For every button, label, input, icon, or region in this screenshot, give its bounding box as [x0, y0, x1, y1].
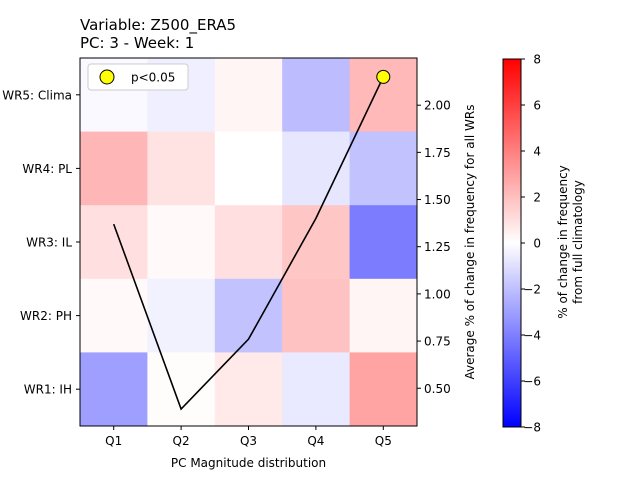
- average-line: [112, 76, 385, 411]
- y-tick-label: WR2: PH: [20, 309, 72, 323]
- right-tick-label: 2.00: [424, 99, 451, 113]
- right-tick-label: 1.00: [424, 287, 451, 301]
- colorbar-tick-label: 8: [533, 53, 541, 67]
- heatmap-cell: [349, 58, 418, 133]
- heatmap-cells: [80, 58, 418, 427]
- significance-markers: [376, 69, 391, 84]
- heatmap-cell: [349, 352, 418, 427]
- x-tick-label: Q3: [240, 434, 257, 448]
- heatmap-cell: [80, 205, 148, 280]
- y-tick-label: WR4: PL: [22, 162, 72, 176]
- legend-label: p<0.05: [131, 71, 175, 85]
- colorbar-label-line-1: % of change in frequency: [556, 165, 570, 319]
- colorbar-ticks: 8 6 4 2 0 −2 −4 −6 −8: [521, 53, 541, 435]
- colorbar-tick-label: 6: [533, 99, 541, 113]
- right-axis-label: Average % of change in frequency for all…: [463, 104, 477, 379]
- x-tick-label: Q1: [105, 434, 122, 448]
- x-axis-label: PC Magnitude distribution: [171, 456, 326, 470]
- legend-marker: [99, 69, 115, 85]
- right-axis-ticks: 0.50 0.75 1.00 1.25 1.50 1.75 2.00: [417, 99, 451, 396]
- heatmap-cell: [214, 278, 283, 353]
- colorbar-tick-label: −6: [523, 375, 541, 389]
- colorbar-tick-label: 0: [533, 237, 541, 251]
- right-tick-label: 0.50: [424, 382, 451, 396]
- colorbar: [502, 58, 522, 428]
- heatmap-cell: [147, 352, 216, 427]
- heatmap-cell: [214, 352, 283, 427]
- y-axis-ticks: WR5: Clima WR4: PL WR3: IL WR2: PH WR1: IH: [2, 88, 80, 397]
- chart-title-line-2: PC: 3 - Week: 1: [80, 34, 194, 52]
- x-axis-ticks: Q1 Q2 Q3 Q4 Q5: [105, 426, 392, 448]
- heatmap-cell: [282, 352, 351, 427]
- heatmap-cell: [80, 278, 148, 353]
- heatmap-cell: [214, 58, 283, 133]
- chart-title-line-1: Variable: Z500_ERA5: [80, 16, 236, 35]
- y-tick-label: WR3: IL: [26, 236, 72, 250]
- heatmap-cell: [349, 205, 418, 280]
- heatmap-cell: [147, 131, 216, 206]
- colorbar-label-line-2: from full climatology: [571, 180, 585, 304]
- y-tick-label: WR1: IH: [24, 383, 72, 397]
- right-tick-label: 1.75: [424, 146, 451, 160]
- heatmap-cell: [282, 58, 351, 133]
- colorbar-tick-label: −4: [523, 329, 541, 343]
- colorbar-tick-label: −8: [523, 421, 541, 435]
- heatmap-cell: [147, 205, 216, 280]
- heatmap-cell: [349, 278, 418, 353]
- colorbar-label: % of change in frequency from full clima…: [556, 165, 585, 319]
- significance-marker: [376, 69, 391, 84]
- heatmap-cell: [80, 352, 148, 427]
- heatmap-cell: [349, 131, 418, 206]
- colorbar-tick-label: 2: [533, 191, 541, 205]
- legend: p<0.05: [87, 63, 189, 91]
- x-tick-label: Q2: [173, 434, 190, 448]
- right-tick-label: 1.50: [424, 193, 451, 207]
- y-tick-label: WR5: Clima: [2, 88, 72, 102]
- heatmap-cell: [282, 278, 351, 353]
- x-tick-label: Q5: [375, 434, 392, 448]
- colorbar-tick-label: −2: [523, 283, 541, 297]
- heatmap-cell: [214, 131, 283, 206]
- heatmap-cell: [147, 278, 216, 353]
- right-tick-label: 0.75: [424, 335, 451, 349]
- x-tick-label: Q4: [307, 434, 324, 448]
- heatmap-cell: [214, 205, 283, 280]
- colorbar-tick-label: 4: [533, 145, 541, 159]
- heatmap-cell: [80, 131, 148, 206]
- legend-box: [87, 63, 189, 91]
- right-tick-label: 1.25: [424, 240, 451, 254]
